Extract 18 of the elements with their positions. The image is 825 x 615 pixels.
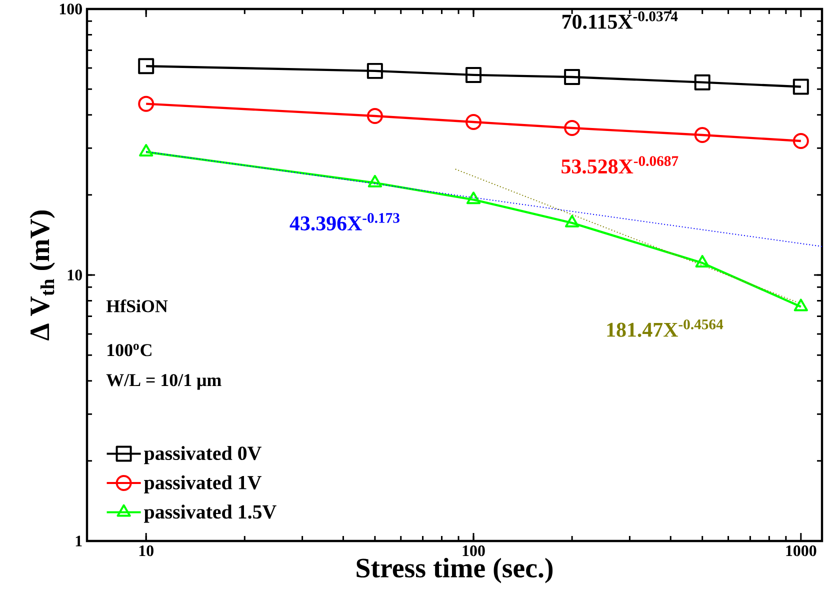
annotation: 70.115X$^{-0.0374}$: [562, 11, 678, 29]
y-tick-label: 100: [60, 4, 82, 14]
x-axis-title: Stress time (sec.): [356, 558, 553, 584]
y-axis-title: Δ V$_{th}$ (mV): [30, 210, 55, 340]
annotation: HfSiON: [106, 299, 168, 312]
annotation: W/L = 10/1 μm: [106, 374, 222, 390]
legend-label: passivated 1.5V: [144, 504, 276, 523]
annotation: 181.47X$^{-0.4564}$: [607, 319, 724, 337]
x-tick-label: 100: [462, 545, 485, 556]
annotation: 43.396X$^{-0.173}$: [290, 213, 400, 231]
x-tick-label: 10: [139, 545, 154, 556]
x-tick-label: 1000: [786, 545, 816, 556]
y-tick-label: 1: [76, 536, 82, 546]
legend-label: passivated 1V: [144, 475, 262, 494]
legend-label: passivated 0V: [144, 446, 262, 464]
annotation: 53.528X$^{-0.0687}$: [562, 156, 678, 174]
y-tick-label: 10: [68, 270, 82, 280]
annotation: 100$^{o}$C: [108, 344, 152, 356]
